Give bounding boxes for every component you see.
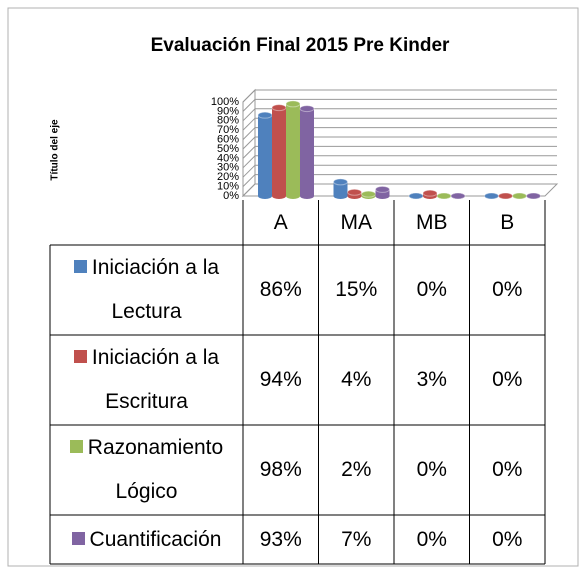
- grid-line: [242, 127, 557, 140]
- y-tick-label: 20%: [217, 171, 239, 183]
- y-tick-label: 90%: [217, 105, 239, 117]
- y-tick-label: 40%: [217, 152, 239, 164]
- bar: [300, 108, 314, 196]
- grid-line: [242, 155, 557, 169]
- y-axis-title: Título del eje: [50, 119, 61, 181]
- legend-text: Iniciación a la Escritura: [50, 336, 243, 424]
- bar: [375, 189, 390, 196]
- legend-entry: Razonamiento Lógico: [50, 425, 243, 515]
- table-value: 7%: [341, 527, 372, 551]
- table-value: 0%: [492, 527, 523, 551]
- bar: [272, 107, 286, 196]
- y-tick-label: 50%: [217, 143, 239, 155]
- table-value: 0%: [492, 458, 523, 481]
- grid-line: [242, 183, 557, 197]
- category-header: MA: [340, 210, 373, 234]
- bar-cap: [333, 178, 348, 186]
- bar-base: [272, 193, 286, 199]
- legend-label: Iniciación a la Escritura: [91, 346, 220, 413]
- table-value: 86%: [259, 278, 302, 301]
- bar-cap: [526, 192, 541, 200]
- y-tick-label: 0%: [223, 190, 239, 202]
- category-header: MB: [416, 210, 448, 234]
- table-value: 2%: [341, 458, 372, 481]
- legend-label: Iniciación a la Lectura: [91, 256, 220, 323]
- grid-line: [242, 89, 557, 103]
- y-tick-label: 30%: [217, 162, 239, 174]
- bar: [258, 115, 272, 196]
- table-value: 4%: [341, 368, 372, 391]
- legend-text: Razonamiento Lógico: [50, 426, 243, 514]
- legend-label: Razonamiento Lógico: [87, 436, 224, 503]
- legend-label: Cuantificación: [89, 527, 222, 551]
- table-value: 15%: [335, 278, 378, 301]
- grid-line: [242, 98, 557, 112]
- legend-text: Cuantificación: [71, 518, 222, 562]
- legend-entry: Iniciación a la Escritura: [50, 335, 243, 425]
- grid-line: [242, 164, 557, 178]
- bar-cap: [361, 190, 376, 198]
- bar-cap: [436, 192, 452, 200]
- y-tick-label: 70%: [217, 124, 239, 136]
- y-tick-label: 60%: [217, 134, 239, 146]
- table-value: 98%: [259, 458, 302, 481]
- bar: [286, 103, 300, 196]
- bar-cap: [498, 192, 513, 200]
- grid-line: [242, 136, 557, 150]
- table-value: 0%: [416, 458, 447, 481]
- bar: [333, 181, 348, 196]
- table-value: 3%: [416, 368, 447, 391]
- grid-line: [242, 174, 557, 187]
- bar-cap: [271, 104, 287, 112]
- y-tick-label: 80%: [217, 115, 239, 127]
- table-value: 0%: [416, 278, 447, 301]
- bar-base: [258, 193, 272, 199]
- bar-cap: [375, 185, 390, 193]
- bar-base: [375, 193, 390, 199]
- grid-line: [242, 117, 557, 131]
- legend-entry: Cuantificación: [50, 515, 243, 564]
- legend-key: [73, 350, 87, 363]
- grid-line: [242, 145, 557, 159]
- legend-key: [69, 440, 83, 453]
- legend-text: Iniciación a la Lectura: [50, 246, 243, 334]
- bar-cap: [299, 105, 315, 113]
- bar-cap: [484, 192, 499, 200]
- bar-base: [286, 193, 300, 199]
- bar-cap: [285, 100, 301, 108]
- table-value: 0%: [416, 527, 447, 551]
- y-tick-label: 100%: [211, 96, 239, 108]
- bar-base: [300, 193, 314, 199]
- table-value: 0%: [492, 278, 523, 301]
- grid-line: [242, 108, 557, 122]
- legend-key: [73, 260, 87, 273]
- table-value: 93%: [259, 527, 302, 551]
- bar-cap: [450, 192, 466, 200]
- bar-cap: [347, 188, 362, 196]
- bar-cap: [257, 111, 273, 119]
- legend-key: [71, 531, 85, 545]
- bar-cap: [422, 189, 438, 197]
- y-tick-label: 10%: [217, 181, 239, 193]
- legend-entry: Iniciación a la Lectura: [50, 245, 243, 335]
- bar-cap: [408, 192, 424, 200]
- table-value: 0%: [492, 368, 523, 391]
- bar-cap: [512, 192, 527, 200]
- bar-base: [333, 193, 348, 199]
- category-header: A: [273, 210, 288, 234]
- chart-title: Evaluación Final 2015 Pre Kinder: [151, 35, 450, 56]
- category-header: B: [500, 210, 515, 234]
- table-value: 94%: [259, 368, 302, 391]
